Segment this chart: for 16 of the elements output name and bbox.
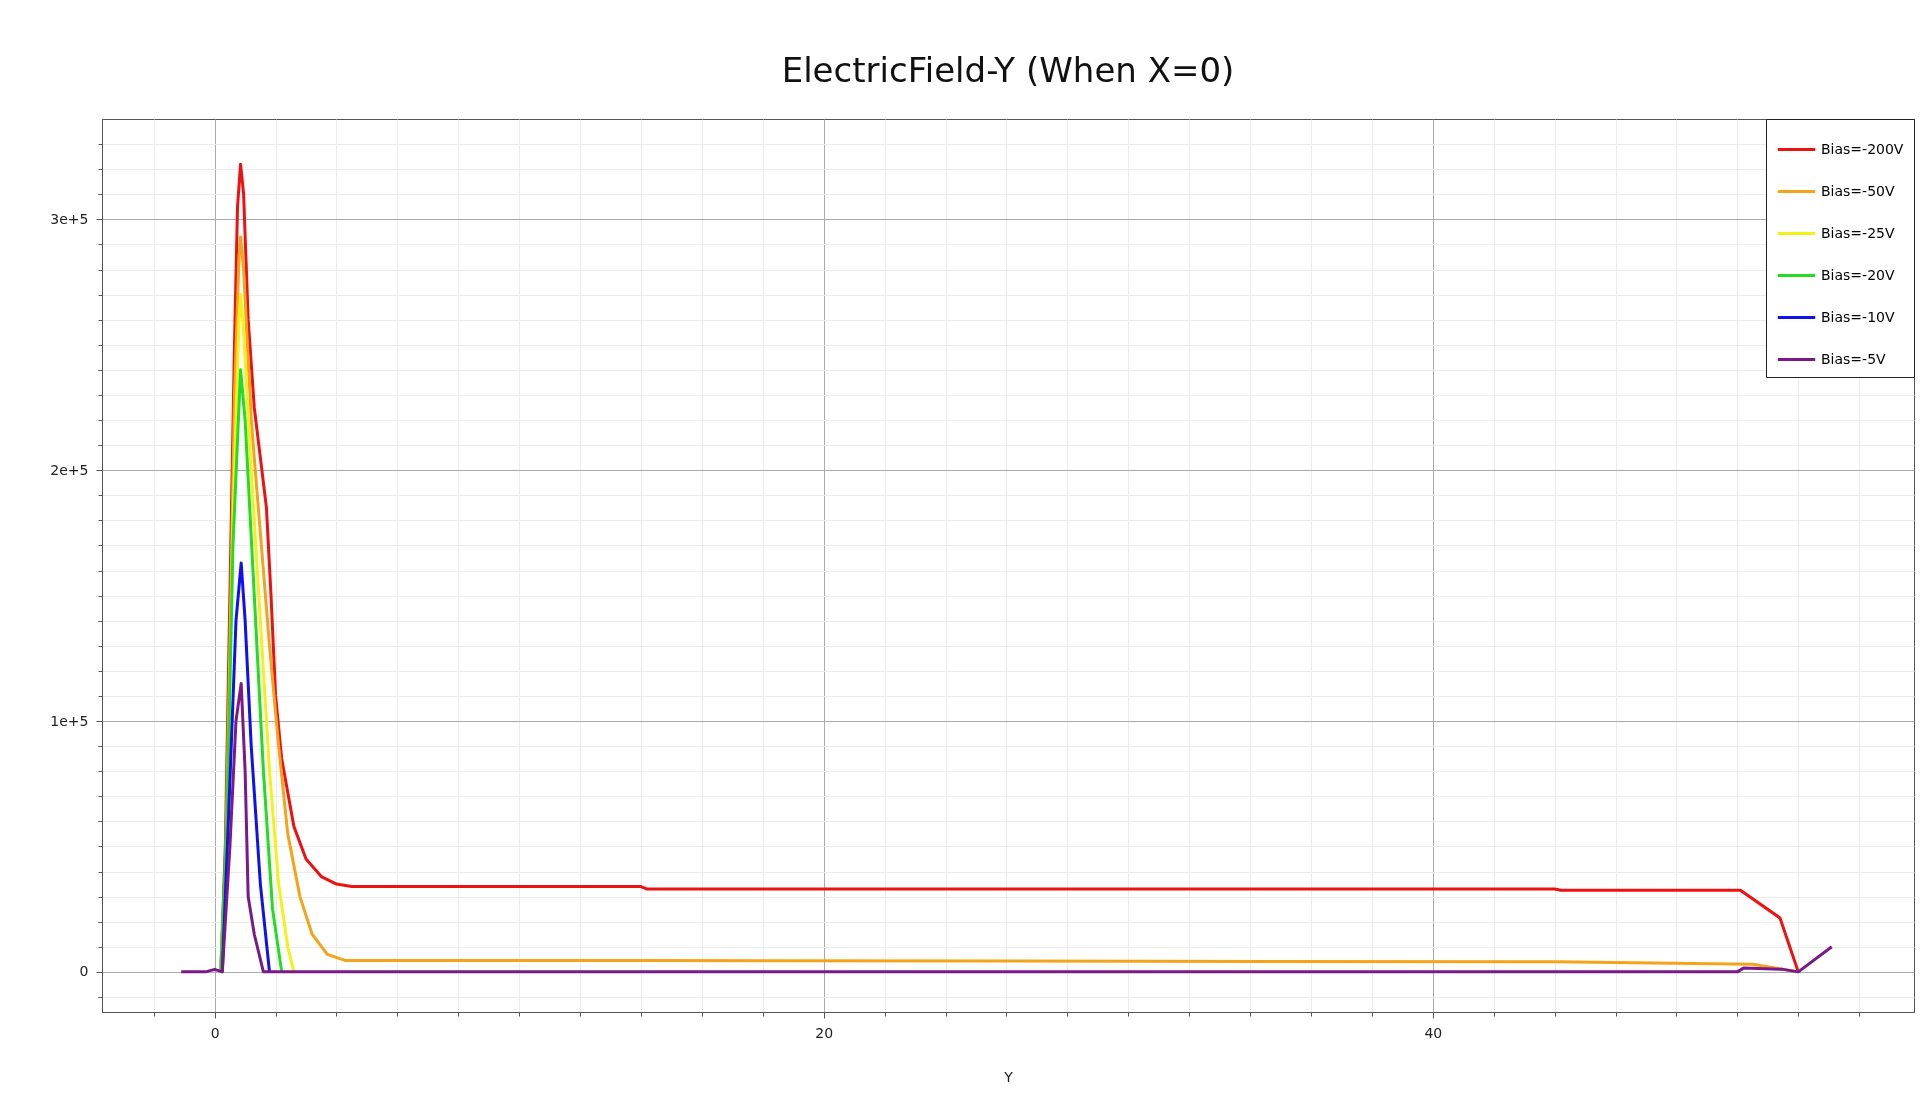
y-tick-label: 1e+5 bbox=[50, 712, 89, 729]
legend-label: Bias=-25V bbox=[1821, 224, 1895, 241]
chart-title: ElectricField-Y (When X=0) bbox=[781, 49, 1235, 90]
legend-label: Bias=-20V bbox=[1821, 266, 1895, 283]
legend-label: Bias=-50V bbox=[1821, 182, 1895, 199]
x-tick-label: 0 bbox=[210, 1024, 220, 1041]
y-tick-label: 3e+5 bbox=[50, 210, 89, 227]
legend-label: Bias=-10V bbox=[1821, 308, 1895, 325]
legend-label: Bias=-5V bbox=[1821, 350, 1887, 367]
legend-label: Bias=-200V bbox=[1821, 140, 1904, 157]
y-tick-label: 2e+5 bbox=[50, 461, 89, 478]
x-axis-title: Y bbox=[1003, 1068, 1014, 1085]
x-tick-label: 20 bbox=[815, 1024, 834, 1041]
x-tick-label: 40 bbox=[1424, 1024, 1443, 1041]
y-tick-label: 0 bbox=[79, 963, 89, 980]
line-series bbox=[179, 681, 1834, 974]
